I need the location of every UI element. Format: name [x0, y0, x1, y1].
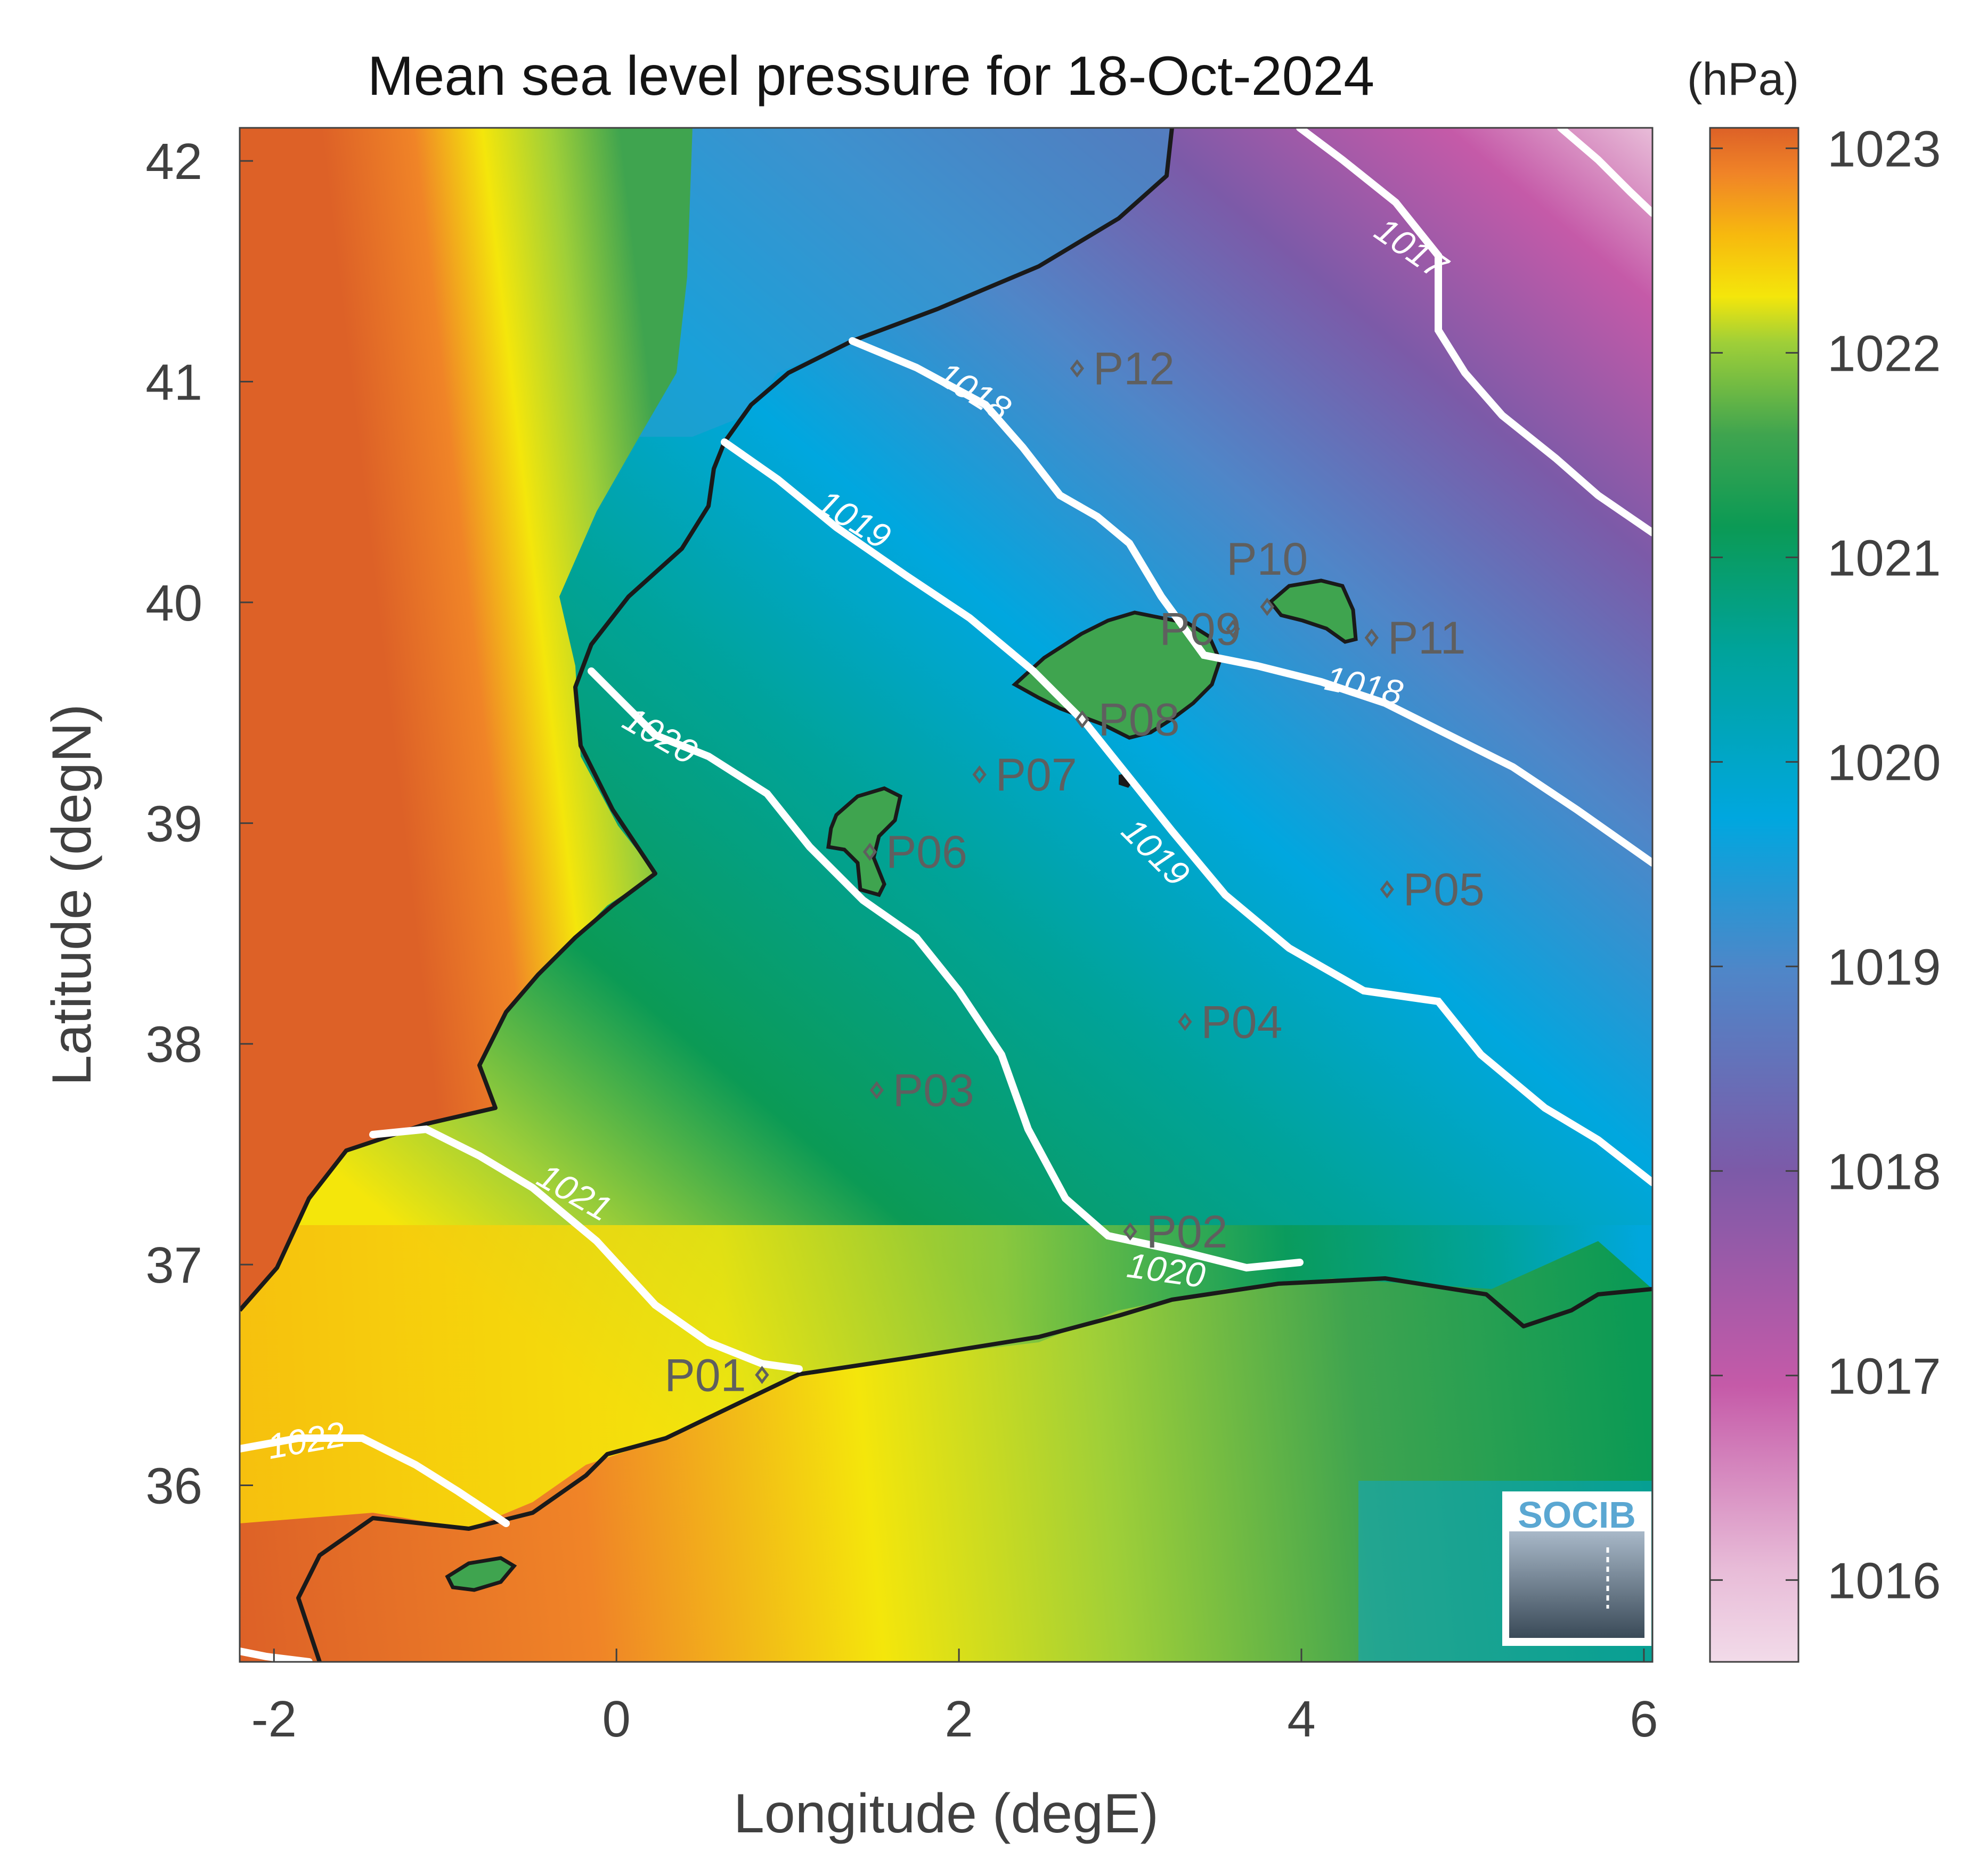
socib-logo-text: SOCIB — [1518, 1494, 1636, 1536]
station-marker — [972, 765, 987, 784]
station-label: P03 — [893, 1065, 974, 1116]
y-tick-label: 41 — [145, 354, 202, 411]
station-marker — [1364, 629, 1379, 647]
x-axis-label: Longitude (degE) — [734, 1783, 1159, 1845]
station-label: P10 — [1226, 534, 1308, 585]
isobar-1016 — [1557, 128, 1652, 217]
colorbar-tick-label: 1016 — [1827, 1552, 1941, 1609]
station-label: P05 — [1403, 864, 1485, 916]
isobar-1021 — [369, 1125, 803, 1373]
colorbar-tick-label: 1020 — [1827, 734, 1941, 791]
y-tick-label: 37 — [145, 1237, 202, 1294]
x-tick-label: 2 — [944, 1691, 973, 1748]
station-label: P04 — [1201, 997, 1282, 1048]
station-label: P11 — [1388, 613, 1466, 664]
isobar-1018-north — [849, 337, 1652, 867]
station-marker — [1070, 359, 1085, 378]
isobars — [240, 128, 1652, 1662]
station-marker — [869, 1081, 884, 1099]
station-marker — [1075, 710, 1089, 729]
isobar-1019 — [721, 438, 1652, 1186]
island-menorca — [1268, 578, 1358, 644]
land-iberia — [240, 128, 693, 1310]
station-label: P08 — [1098, 695, 1180, 746]
island-alboran — [445, 1556, 517, 1592]
plot-frame — [239, 127, 1654, 1663]
coastlines — [240, 128, 1652, 1662]
colorbar-tick-label: 1023 — [1827, 120, 1941, 177]
station-label: P12 — [1093, 344, 1175, 395]
y-tick-label: 40 — [145, 575, 202, 632]
station-marker — [1226, 619, 1240, 638]
x-tick-label: -2 — [251, 1691, 297, 1748]
x-tick-label: 6 — [1630, 1691, 1658, 1748]
station-marker — [1260, 598, 1274, 616]
coastline-iberia — [240, 128, 1174, 1312]
y-tick-label: 36 — [145, 1457, 202, 1514]
station-label: P02 — [1146, 1206, 1228, 1258]
station-marker — [1178, 1013, 1192, 1031]
y-tick-label: 38 — [145, 1016, 202, 1073]
x-tick-label: 0 — [602, 1691, 631, 1748]
land-africa — [240, 1241, 1652, 1662]
colorbar-tick-label: 1017 — [1827, 1348, 1941, 1405]
stations: P01 P02 P03 P04 P05 P06 P07 P08 P09 P10 P11 P12 — [664, 344, 1484, 1401]
y-tick-label: 42 — [145, 133, 202, 190]
station-marker — [755, 1366, 769, 1384]
colorbar-tick-label: 1021 — [1827, 529, 1941, 586]
y-tick-label: 39 — [145, 795, 202, 852]
y-axis-label: Latitude (degN) — [41, 704, 103, 1086]
colorbar-tick-label: 1018 — [1827, 1143, 1941, 1200]
isobar-1023 — [240, 1647, 313, 1662]
isobar-1020 — [588, 667, 1304, 1272]
station-label: P06 — [886, 827, 967, 878]
colorbar-tick-label: 1019 — [1827, 939, 1941, 996]
colorbar-unit: (hPa) — [1687, 54, 1799, 105]
station-marker — [1123, 1222, 1137, 1241]
station-marker — [862, 843, 877, 861]
isobar-1017 — [1296, 128, 1652, 536]
station-label: P07 — [996, 749, 1077, 801]
chart-title: Mean sea level pressure for 18-Oct-2024 — [368, 45, 1374, 107]
socib-logo: SOCIB — [1502, 1491, 1651, 1646]
colorbar-tick-label: 1022 — [1827, 325, 1941, 382]
colorbar — [1709, 127, 1799, 1663]
island-ibiza — [826, 786, 903, 898]
station-label: P09 — [1159, 604, 1241, 655]
land-catalonia — [639, 128, 1172, 437]
x-tick-label: 4 — [1287, 1691, 1315, 1748]
isobar-1022 — [240, 1434, 510, 1527]
coastline-africa — [296, 1276, 1652, 1662]
station-label: P01 — [664, 1350, 746, 1401]
x-axis: -2 0 2 4 6 — [251, 1649, 1658, 1748]
station-marker — [1380, 880, 1394, 899]
colorbar-ticks: 1023 1022 1021 1020 1019 1018 1017 1016 — [1710, 120, 1941, 1609]
y-axis: 42 41 40 39 38 37 36 — [145, 133, 253, 1514]
